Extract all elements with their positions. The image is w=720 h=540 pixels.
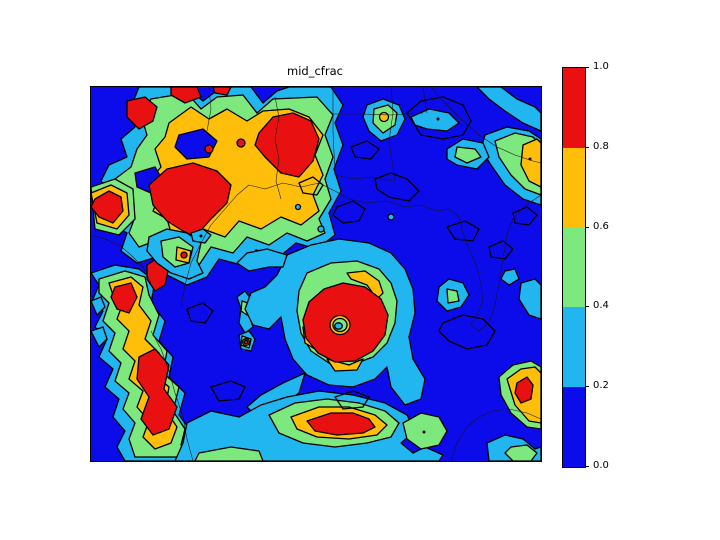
map-boundaries [91, 87, 541, 461]
bottom-band [174, 390, 541, 461]
colorbar-tick-label: 0.2 [593, 380, 609, 391]
gulf-coastline [248, 182, 460, 218]
hurricane-eye [334, 322, 343, 330]
colorbar-segment-red [563, 68, 585, 148]
colorbar-tick-label: 0.0 [593, 460, 609, 471]
colorbar-tick [585, 147, 589, 148]
contour-loops [186, 96, 538, 410]
colorbar-tick-label: 1.0 [593, 61, 609, 72]
colorbar-tick-label: 0.6 [593, 221, 609, 232]
colorbar-tick-label: 0.8 [593, 141, 609, 152]
plot-title: mid_cfrac [287, 64, 343, 78]
colorbar-segment-cyan [563, 307, 585, 388]
mid-left-cells [146, 228, 256, 352]
contour-map [91, 87, 541, 461]
colorbar-tick [585, 386, 589, 387]
colorbar-tick [585, 306, 589, 307]
east-mid-cells [436, 268, 541, 320]
east-edge-blob [498, 360, 541, 430]
colorbar-tick [585, 227, 589, 228]
atlantic-coastline [430, 87, 541, 164]
colorbar-segment-orange [563, 147, 585, 228]
bottom-red-streak [306, 412, 376, 436]
hurricane-arm-top [236, 248, 288, 272]
colorbar-segment-blue [563, 387, 585, 467]
colorbar-tick [585, 466, 589, 467]
west-edge-band [91, 256, 196, 461]
colorbar-segment-green [563, 227, 585, 308]
colorbar [562, 67, 586, 468]
east-edge-top [446, 87, 541, 206]
florida-peninsula [458, 194, 541, 332]
colorbar-tick-label: 0.4 [593, 300, 609, 311]
hurricane-vortex [236, 238, 426, 418]
contour-map-axes [90, 86, 542, 462]
colorbar-tick [585, 67, 589, 68]
